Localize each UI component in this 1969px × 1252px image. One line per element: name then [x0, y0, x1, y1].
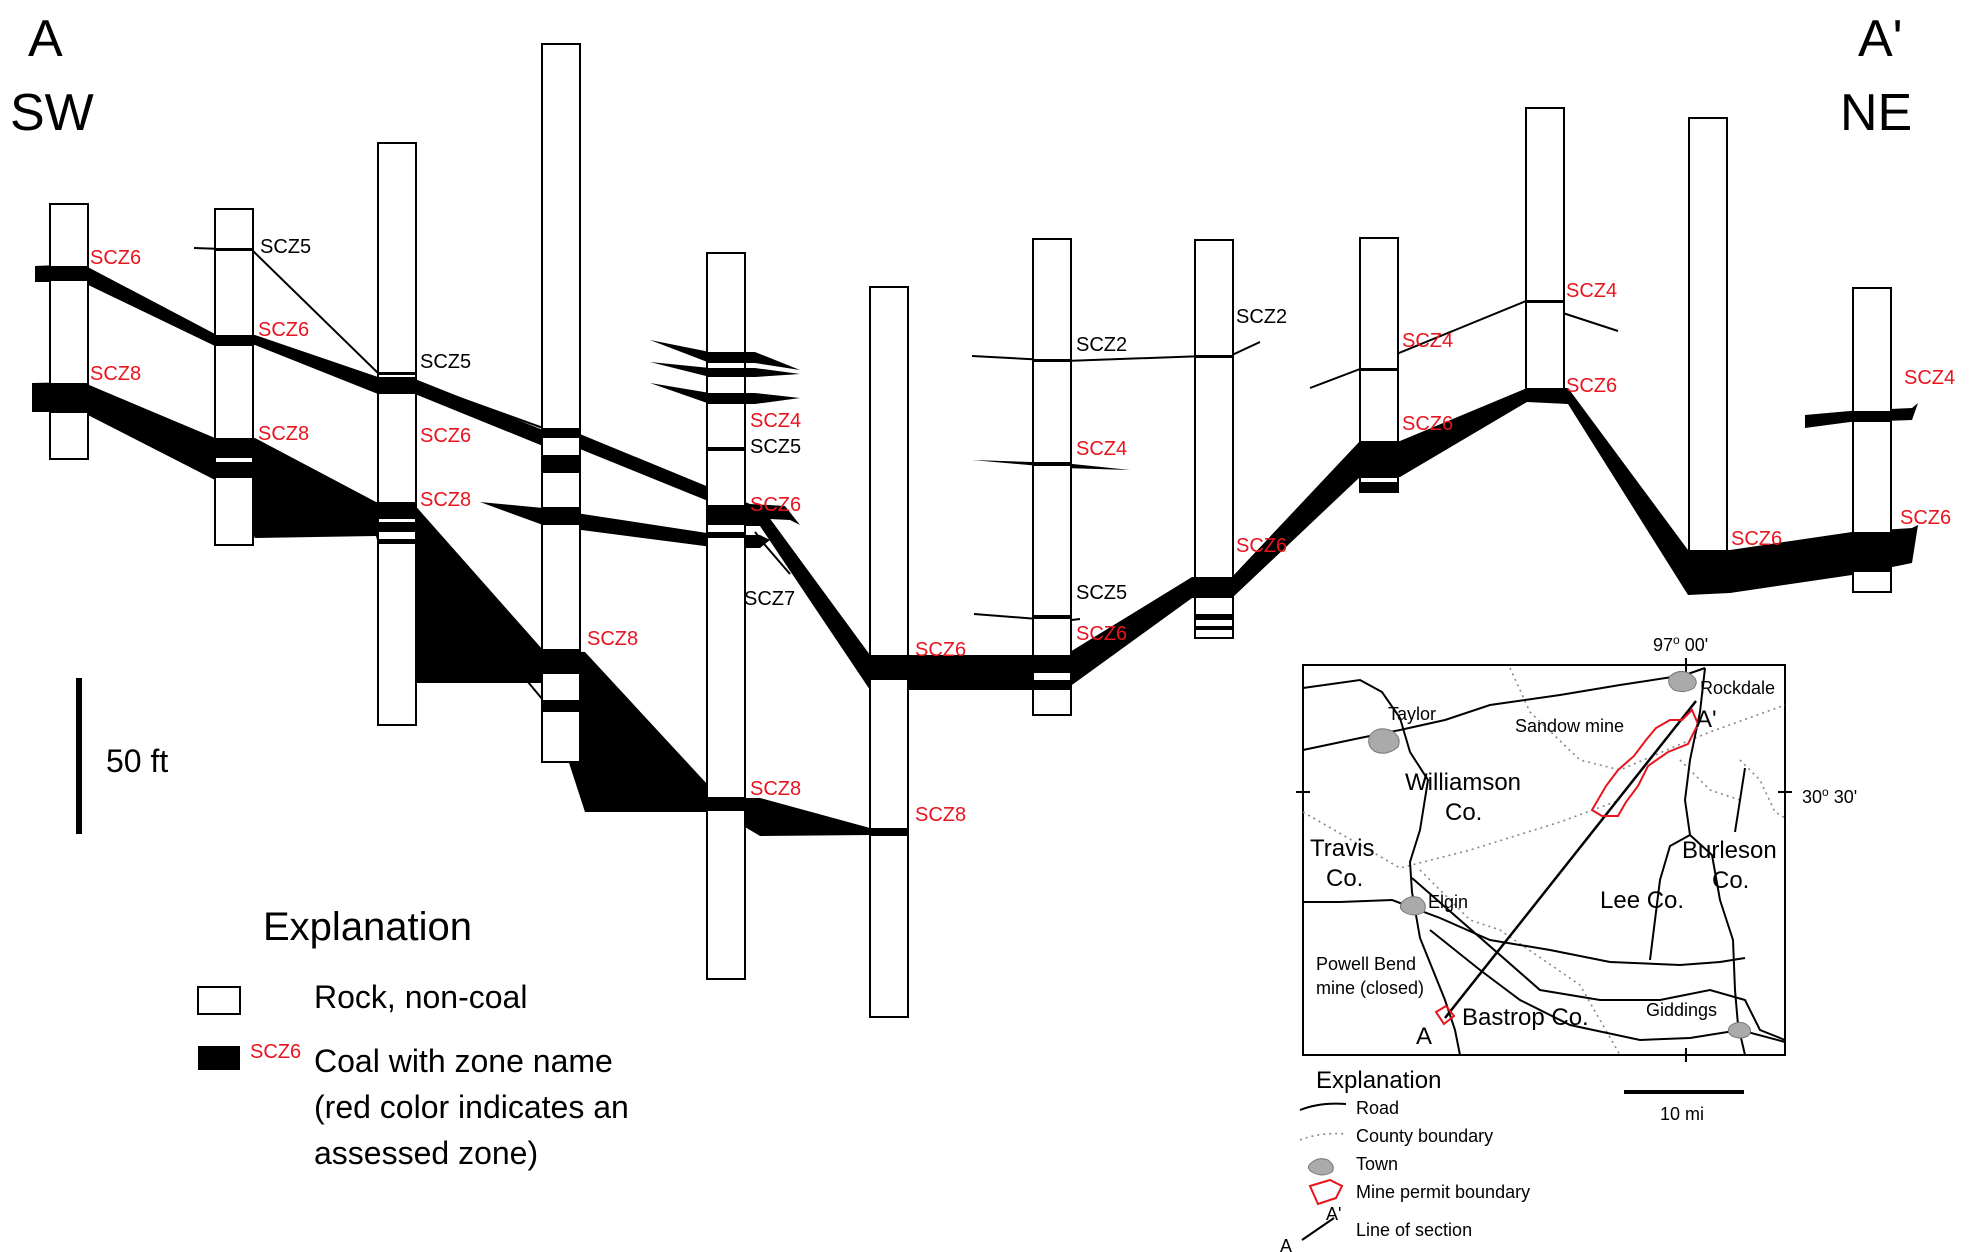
zone-label: SCZ6 [1731, 528, 1782, 550]
column-8 [1194, 239, 1234, 639]
mine-label: mine (closed) [1316, 978, 1424, 998]
borehole-columns [49, 43, 1892, 1018]
zone-label: SCZ6 [1236, 535, 1287, 557]
zone-label: SCZ6 [1076, 623, 1127, 645]
zone-label: SCZ6 [1566, 375, 1617, 397]
town-giddings [1727, 1021, 1752, 1039]
map-legend-line-a: A [1280, 1236, 1292, 1252]
legend-title: Explanation [263, 905, 472, 949]
zone-label: SCZ5 [1076, 582, 1127, 604]
town-label: Giddings [1646, 1000, 1717, 1020]
coal-seam-scz6-west [35, 264, 800, 525]
zone-label: SCZ4 [1904, 367, 1955, 389]
legend-coal-line1: Coal with zone name [314, 1043, 613, 1079]
zone-label: SCZ4 [750, 410, 801, 432]
zone-label: SCZ9 [587, 749, 638, 771]
map-legend-road: Road [1356, 1098, 1399, 1118]
column-7 [1032, 238, 1072, 716]
scale-bar [76, 678, 82, 834]
town-rockdale [1668, 670, 1697, 693]
map-legend-line-a-prime: A' [1326, 1204, 1341, 1224]
map-legend-title: Explanation [1316, 1067, 1441, 1094]
zone-label: SCZ4 [1566, 280, 1617, 302]
legend-rock-label: Rock, non-coal [314, 979, 527, 1015]
section-legend: Explanation Rock, non-coal SCZ6 Coal wit… [197, 905, 629, 1171]
section-start-letter: A [28, 10, 63, 68]
county-label: Co. [1326, 865, 1363, 892]
county-label: Bastrop Co. [1462, 1004, 1589, 1031]
column-2 [214, 208, 254, 546]
town-elgin [1399, 896, 1426, 916]
column-11 [1688, 117, 1728, 593]
zone-label: SCZ8 [587, 628, 638, 650]
map-legend-mine: Mine permit boundary [1356, 1182, 1530, 1202]
column-3 [377, 142, 417, 726]
legend-rock-swatch [197, 986, 241, 1015]
legend-coal-line2: (red color indicates an [314, 1089, 629, 1125]
zone-label: SCZ6 [1402, 413, 1453, 435]
map-legend-line: Line of section [1356, 1220, 1472, 1240]
column-1 [49, 203, 89, 460]
county-label: Co. [1712, 867, 1749, 894]
longitude-label: 97o 00' [1653, 633, 1708, 655]
section-start-direction: SW [10, 84, 94, 142]
town-label: Taylor [1388, 704, 1436, 724]
zone-label: SCZ5 [420, 351, 471, 373]
vertical-scale: 50 ft [76, 678, 168, 834]
zone-label: SCZ5 [260, 236, 311, 258]
mine-label: Sandow mine [1515, 716, 1624, 736]
latitude-label: 30o 30' [1802, 785, 1857, 807]
zone-label: SCZ7 [744, 588, 795, 610]
column-4 [541, 43, 581, 763]
powell-bend-mine-boundary [1434, 1004, 1456, 1026]
county-label: Co. [1445, 799, 1482, 826]
coal-seam-scz6-main [720, 388, 1918, 690]
zone-label: SCZ6 [750, 494, 801, 516]
line-of-section [1444, 700, 1697, 1019]
section-end-label: A [1416, 1023, 1432, 1050]
zone-label: SCZ8 [90, 363, 141, 385]
section-end-direction: NE [1840, 84, 1912, 142]
map-legend-county: County boundary [1356, 1126, 1493, 1146]
column-coal-segments [50, 248, 1891, 836]
zone-label: SCZ2 [1236, 306, 1287, 328]
zone-label: SCZ8 [750, 778, 801, 800]
county-label: Williamson [1405, 769, 1521, 796]
zone-label: SCZ4 [1402, 330, 1453, 352]
column-6 [869, 286, 909, 1018]
scale-label: 50 ft [106, 743, 168, 779]
sandow-mine-boundary [1590, 708, 1700, 817]
zone-label: SCZ4 [1076, 438, 1127, 460]
zone-label: SCZ2 [1076, 334, 1127, 356]
zone-label: SCZ8 [420, 489, 471, 511]
location-map: 97o 00' 30o 30' Taylor Rockdale Elgin Gi… [1280, 633, 1857, 1252]
zone-label: SCZ5 [750, 436, 801, 458]
legend-coal-swatch [198, 1046, 240, 1070]
column-10 [1525, 107, 1565, 399]
zone-label: SCZ6 [420, 425, 471, 447]
legend-coal-zone-sample: SCZ6 [250, 1041, 301, 1063]
town-taylor [1368, 728, 1400, 754]
county-label: Travis [1310, 835, 1374, 862]
section-end-label: A' [1696, 706, 1717, 733]
thin-line-scz4-east [1309, 299, 1619, 389]
zone-label: SCZ8 [915, 804, 966, 826]
zone-label: SCZ6 [258, 319, 309, 341]
thin-line-scz2 [971, 341, 1261, 363]
zone-label: SCZ6 [915, 639, 966, 661]
mine-label: Powell Bend [1316, 954, 1416, 974]
zone-label: SCZ6 [90, 247, 141, 269]
county-label: Burleson [1682, 837, 1777, 864]
section-end-letter: A' [1858, 10, 1903, 68]
zone-label: SCZ8 [258, 423, 309, 445]
town-label: Elgin [1428, 892, 1468, 912]
legend-coal-line3: assessed zone) [314, 1135, 538, 1171]
zone-labels: SCZ6 SCZ8 SCZ5 SCZ6 SCZ8 SCZ5 SCZ6 SCZ8 … [90, 236, 1955, 826]
map-legend-town: Town [1356, 1154, 1398, 1174]
town-label: Rockdale [1700, 678, 1775, 698]
county-label: Lee Co. [1600, 887, 1684, 914]
map-scale-label: 10 mi [1660, 1104, 1704, 1124]
zone-label: SCZ6 [1900, 507, 1951, 529]
